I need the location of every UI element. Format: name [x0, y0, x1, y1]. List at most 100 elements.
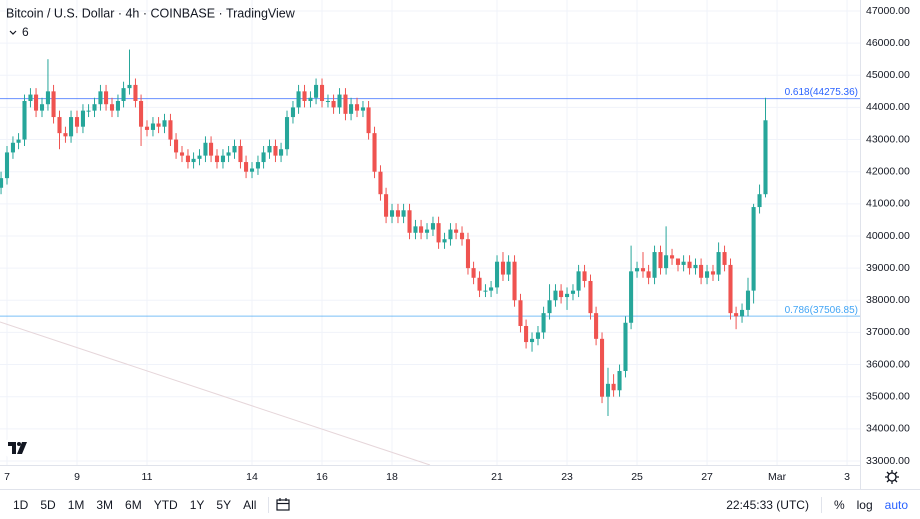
candle-body: [430, 223, 436, 230]
candle-body: [506, 261, 511, 275]
candle-body: [640, 268, 646, 272]
candle-body: [378, 171, 383, 195]
candle-body: [594, 313, 599, 339]
x-tick-label: 16: [316, 471, 328, 483]
candle-body: [477, 277, 482, 291]
chart-options: 22:45:33 (UTC) % log auto: [720, 496, 920, 513]
candle-body: [494, 261, 500, 288]
range-button[interactable]: 1D: [13, 497, 29, 512]
candle-body: [179, 152, 185, 156]
separator: [268, 496, 270, 513]
candle-body: [191, 158, 196, 163]
range-button[interactable]: All: [243, 497, 257, 512]
candle-body: [489, 287, 494, 291]
candle-body: [751, 207, 756, 291]
candle-body: [28, 94, 33, 101]
candle-body: [16, 139, 21, 143]
settings-icon[interactable]: [885, 470, 899, 484]
goto-date-icon[interactable]: [275, 497, 291, 513]
candle-body: [605, 383, 611, 397]
candle-body: [109, 104, 115, 111]
candle-body: [518, 300, 523, 326]
candle-body: [448, 229, 453, 240]
candle-body: [331, 100, 336, 108]
range-button[interactable]: 6M: [125, 497, 142, 512]
candle-body: [681, 261, 686, 265]
candle-body: [244, 162, 249, 172]
candle-body: [634, 268, 640, 272]
candle-body: [629, 271, 634, 323]
range-button[interactable]: 5D: [40, 497, 56, 512]
range-buttons: 1D 5D 1M 3M 6M YTD 1Y 5Y All: [0, 496, 291, 513]
candle-body: [465, 239, 471, 269]
candle-body: [104, 91, 109, 105]
log-toggle[interactable]: log: [856, 497, 873, 512]
candle-body: [372, 133, 377, 172]
candle-body: [611, 383, 616, 391]
candle-body: [699, 264, 704, 278]
candles: [0, 49, 860, 416]
candle-body: [693, 264, 698, 269]
x-tick-label: 9: [74, 471, 80, 483]
candle-body: [115, 100, 120, 111]
clock[interactable]: 22:45:33 (UTC): [726, 497, 809, 512]
candle-body: [716, 252, 721, 275]
candle-body: [500, 261, 506, 275]
range-button[interactable]: 1Y: [189, 497, 205, 512]
fib-label: 0.618(44275.36): [785, 87, 858, 98]
y-tick-label: 33000.00: [866, 455, 910, 467]
candle-body: [384, 194, 389, 217]
candle-body: [314, 84, 319, 98]
candle-body: [284, 117, 290, 150]
candle-body: [617, 370, 622, 391]
candle-body: [4, 152, 10, 179]
y-tick-label: 44000.00: [866, 101, 910, 113]
y-tick-label: 47000.00: [866, 5, 910, 17]
candle-body: [734, 313, 739, 317]
chart: Bitcoin / U.S. Dollar · 4h · COINBASE · …: [0, 0, 910, 489]
percent-toggle[interactable]: %: [833, 497, 845, 512]
range-button[interactable]: 3M: [96, 497, 114, 512]
candle-body: [319, 84, 325, 101]
candle-body: [267, 145, 272, 153]
candle-body: [255, 162, 261, 169]
candle-body: [675, 258, 681, 265]
y-tick-label: 43000.00: [866, 133, 910, 145]
candle-body: [214, 155, 220, 163]
candle-body: [92, 104, 97, 111]
y-tick-label: 36000.00: [866, 358, 910, 370]
candle-body: [757, 194, 762, 208]
candle-body: [360, 107, 366, 111]
candle-body: [22, 100, 27, 140]
candle-body: [34, 94, 39, 111]
indicator-toggle[interactable]: [9, 30, 17, 35]
candle-body: [156, 123, 161, 127]
x-tick-label: 7: [4, 471, 10, 483]
candle-body: [529, 338, 535, 343]
y-tick-label: 37000.00: [866, 326, 910, 338]
candle-body: [121, 88, 126, 101]
candle-body: [728, 264, 733, 314]
candle-body: [325, 100, 331, 102]
range-button[interactable]: 1M: [67, 497, 85, 512]
candle-body: [86, 110, 91, 112]
candle-body: [308, 97, 313, 101]
indicator-value: 6: [22, 25, 29, 39]
bottom-toolbar: 1D 5D 1M 3M 6M YTD 1Y 5Y All 22:45:33 (U…: [0, 489, 920, 519]
auto-toggle[interactable]: auto: [884, 497, 908, 512]
separator: [820, 496, 822, 513]
candle-body: [664, 255, 669, 269]
y-tick-label: 38000.00: [866, 294, 910, 306]
x-tick-label: 3: [844, 471, 850, 483]
candle-body: [745, 290, 751, 310]
candle-body: [337, 94, 342, 108]
fib-label: 0.786(37506.85): [785, 305, 858, 316]
range-button[interactable]: YTD: [153, 497, 178, 512]
candle-body: [0, 178, 4, 188]
range-button[interactable]: 5Y: [216, 497, 232, 512]
candle-body: [80, 110, 85, 127]
candle-body: [197, 155, 202, 159]
candle-body: [483, 290, 488, 292]
candle-body: [290, 107, 296, 118]
candle-body: [471, 268, 476, 278]
